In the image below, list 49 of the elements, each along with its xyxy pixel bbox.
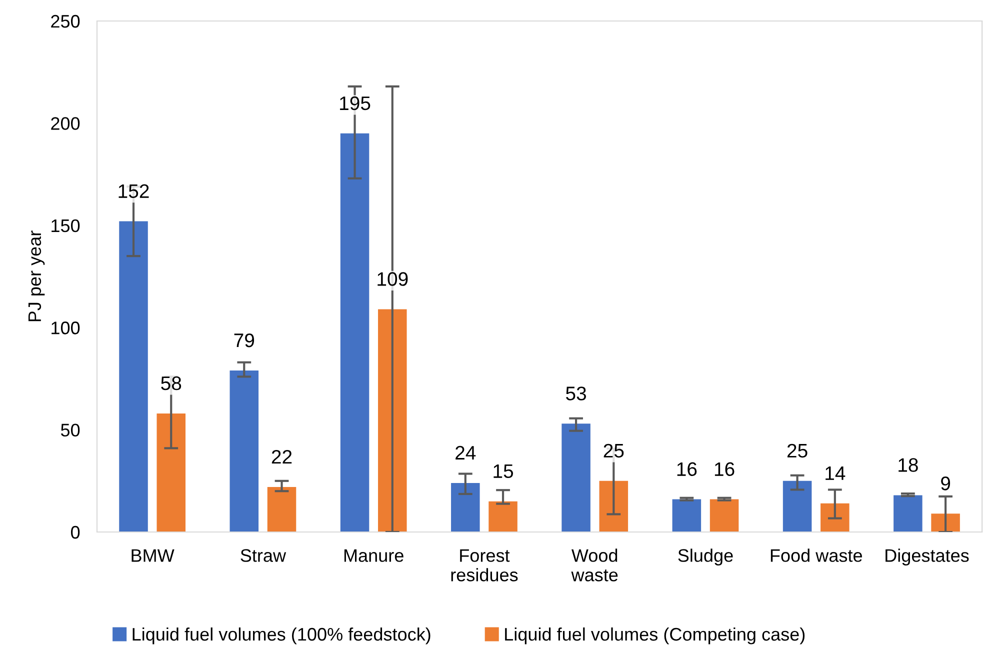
- data-label: 79: [234, 333, 254, 348]
- x-tick-label: Straw: [240, 549, 286, 562]
- data-label: 24: [456, 446, 476, 460]
- bar: [672, 499, 702, 532]
- data-label: 25: [604, 444, 624, 458]
- data-label: 25: [787, 444, 808, 458]
- y-tick-label: 150: [52, 219, 80, 232]
- bar: [451, 482, 480, 532]
- data-label: 9: [941, 476, 950, 490]
- x-tick-label: Food waste: [770, 548, 862, 562]
- data-label: 14: [826, 466, 846, 480]
- y-tick-label: 200: [51, 117, 80, 130]
- data-label: 15: [494, 464, 514, 478]
- y-tick-label: 50: [60, 424, 80, 437]
- x-tick-label: Sludge: [678, 548, 733, 566]
- bar: [894, 495, 922, 532]
- data-label: 109: [378, 272, 408, 286]
- bar: [267, 487, 296, 532]
- bar: [340, 133, 370, 532]
- bar: [562, 424, 590, 532]
- bar: [156, 413, 186, 532]
- legend-label: Liquid fuel volumes (100% feedstock): [132, 627, 430, 644]
- bar: [230, 370, 259, 532]
- bar: [488, 501, 518, 532]
- x-tick-label: BMW: [132, 549, 174, 562]
- data-label: 16: [677, 462, 697, 476]
- y-axis-title: PJ per year: [28, 230, 45, 322]
- y-tick-label: 100: [52, 322, 80, 334]
- data-label: 195: [340, 96, 370, 110]
- data-label: 58: [161, 376, 182, 390]
- data-label: 22: [272, 450, 292, 464]
- bar: [119, 221, 148, 532]
- bar: [599, 480, 628, 532]
- data-label: 152: [118, 184, 149, 198]
- bar: [378, 309, 407, 532]
- data-label: 16: [714, 462, 734, 476]
- x-tick-label: Manure: [344, 549, 404, 562]
- x-tick-label: Wood waste: [571, 548, 618, 582]
- data-label: 18: [898, 458, 918, 472]
- y-tick-label: 250: [51, 14, 80, 28]
- x-tick-label: Forest residues: [451, 549, 518, 582]
- bar: [820, 503, 850, 532]
- bar: [710, 499, 739, 532]
- bar: [782, 480, 812, 532]
- bar: [931, 514, 960, 532]
- data-label: 53: [566, 386, 586, 400]
- y-tick-label: 0: [71, 526, 80, 539]
- legend-label: Liquid fuel volumes (Competing case): [505, 627, 805, 644]
- x-tick-label: Digestates: [886, 548, 969, 566]
